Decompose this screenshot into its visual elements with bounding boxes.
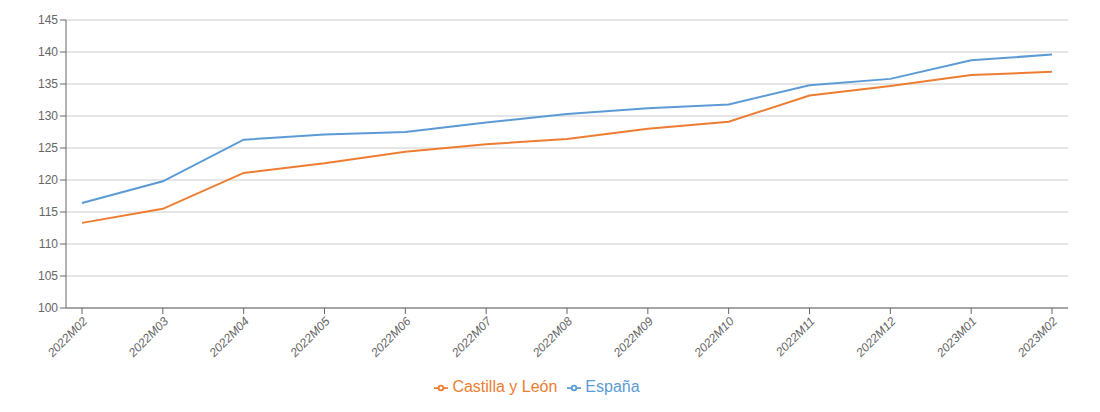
svg-text:2022M07: 2022M07 [448, 313, 495, 360]
svg-text:105: 105 [38, 269, 58, 283]
svg-text:115: 115 [39, 205, 58, 219]
svg-text:2022M11: 2022M11 [772, 314, 817, 359]
svg-text:2022M06: 2022M06 [367, 314, 413, 360]
svg-text:2023M01: 2023M01 [933, 314, 979, 360]
svg-text:140: 140 [38, 45, 58, 59]
svg-text:2022M10: 2022M10 [691, 314, 737, 360]
svg-text:100: 100 [38, 301, 58, 315]
svg-text:2022M08: 2022M08 [529, 314, 575, 360]
html-text:España: España [585, 378, 640, 395]
svg-text:2022M05: 2022M05 [287, 314, 333, 360]
svg-text:120: 120 [38, 173, 58, 187]
svg-text:2023M02: 2023M02 [1014, 314, 1060, 360]
svg-text:145: 145 [38, 13, 58, 27]
html-text:Castilla y León: Castilla y León [452, 378, 558, 395]
svg-text:2022M03: 2022M03 [125, 314, 171, 360]
svg-text:135: 135 [38, 77, 58, 91]
svg-text:2022M02: 2022M02 [44, 314, 90, 360]
svg-text:110: 110 [39, 237, 58, 251]
svg-text:2022M12: 2022M12 [852, 314, 898, 360]
svg-text:125: 125 [38, 141, 58, 155]
svg-text:2022M04: 2022M04 [206, 314, 252, 360]
svg-text:2022M09: 2022M09 [610, 314, 656, 360]
svg-text:130: 130 [38, 109, 58, 123]
